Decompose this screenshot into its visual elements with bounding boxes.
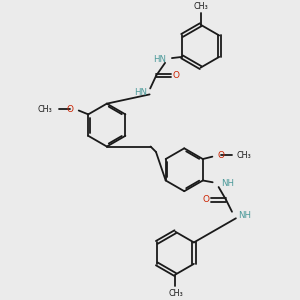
Text: CH₃: CH₃: [38, 104, 52, 113]
Text: O: O: [66, 104, 74, 113]
Text: HN: HN: [154, 55, 166, 64]
Text: CH₃: CH₃: [194, 2, 208, 11]
Text: CH₃: CH₃: [169, 289, 183, 298]
Text: O: O: [218, 151, 225, 160]
Text: HN: HN: [134, 88, 147, 97]
Text: CH₃: CH₃: [237, 151, 251, 160]
Text: O: O: [173, 71, 180, 80]
Text: O: O: [202, 195, 209, 204]
Text: NH: NH: [221, 179, 234, 188]
Text: NH: NH: [238, 211, 252, 220]
